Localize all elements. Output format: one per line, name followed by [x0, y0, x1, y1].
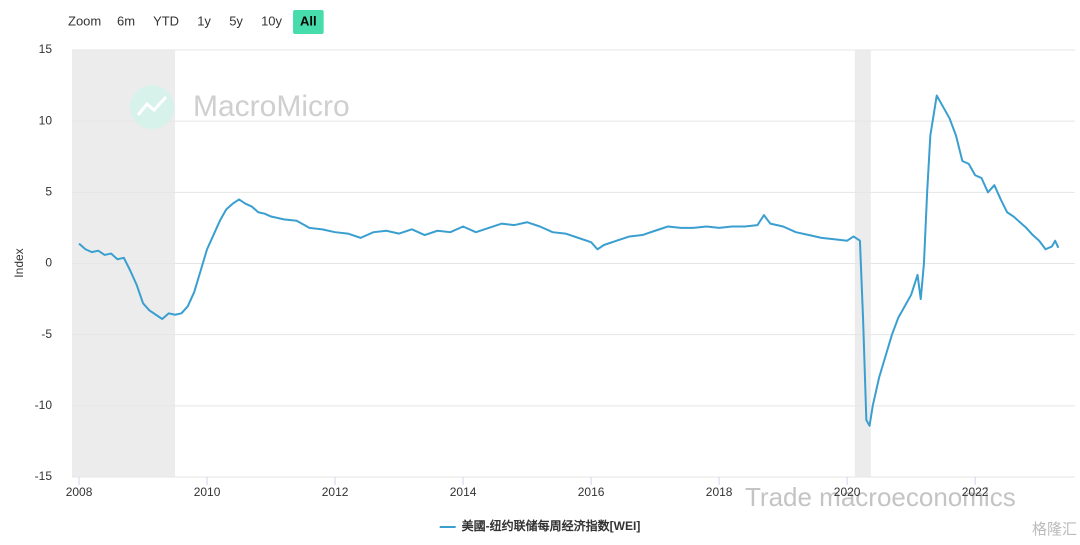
- watermark: MacroMicro: [193, 90, 350, 123]
- range-button-label[interactable]: YTD: [153, 13, 179, 28]
- y-tick-label: -5: [41, 327, 52, 341]
- x-tick-label: 2012: [322, 485, 349, 499]
- range-button-bg[interactable]: [222, 10, 251, 34]
- y-axis-label: Index: [12, 248, 26, 277]
- range-button[interactable]: All: [293, 10, 324, 34]
- range-button[interactable]: 6m: [110, 10, 143, 34]
- series-line: [78, 94, 1060, 427]
- y-tick-label: 15: [39, 42, 53, 56]
- y-tick-label: 5: [45, 185, 52, 199]
- x-tick-label: 2014: [450, 485, 477, 499]
- y-tick-label: 10: [39, 113, 53, 127]
- x-tick-label: 2022: [962, 485, 989, 499]
- range-button-bg[interactable]: [146, 10, 187, 34]
- x-tick-label: 2020: [834, 485, 861, 499]
- range-button-label[interactable]: 6m: [117, 13, 135, 28]
- x-tick-label: 2016: [578, 485, 605, 499]
- y-tick-label: -15: [35, 469, 53, 483]
- range-button-bg[interactable]: [110, 10, 143, 34]
- x-tick-label: 2018: [706, 485, 733, 499]
- range-button-bg[interactable]: [254, 10, 290, 34]
- legend-item[interactable]: 美國-纽约联储每周经济指数[WEI]: [439, 518, 641, 533]
- y-tick-label: 0: [45, 256, 52, 270]
- range-button[interactable]: YTD: [146, 10, 187, 34]
- watermark: Trade macroeconomics: [745, 482, 1016, 512]
- range-button-bg[interactable]: [190, 10, 219, 34]
- range-button-label[interactable]: 5y: [229, 13, 243, 28]
- watermark-logo-icon: [136, 95, 168, 116]
- range-button[interactable]: 1y: [190, 10, 219, 34]
- range-button-bg[interactable]: [293, 10, 324, 34]
- watermark: 格隆汇: [1032, 521, 1077, 538]
- range-button[interactable]: 10y: [254, 10, 290, 34]
- range-button-label[interactable]: 1y: [197, 13, 211, 28]
- range-button-label[interactable]: All: [300, 13, 317, 28]
- grid-layer: [72, 49, 1075, 478]
- x-tick-label: 2010: [194, 485, 221, 499]
- range-button-label[interactable]: 10y: [261, 13, 282, 28]
- legend-label[interactable]: 美國-纽约联储每周经济指数[WEI]: [462, 518, 641, 533]
- range-button[interactable]: 5y: [222, 10, 251, 34]
- x-tick-label: 2008: [66, 485, 93, 499]
- y-tick-label: -10: [35, 398, 53, 412]
- zoom-label: Zoom: [68, 13, 101, 28]
